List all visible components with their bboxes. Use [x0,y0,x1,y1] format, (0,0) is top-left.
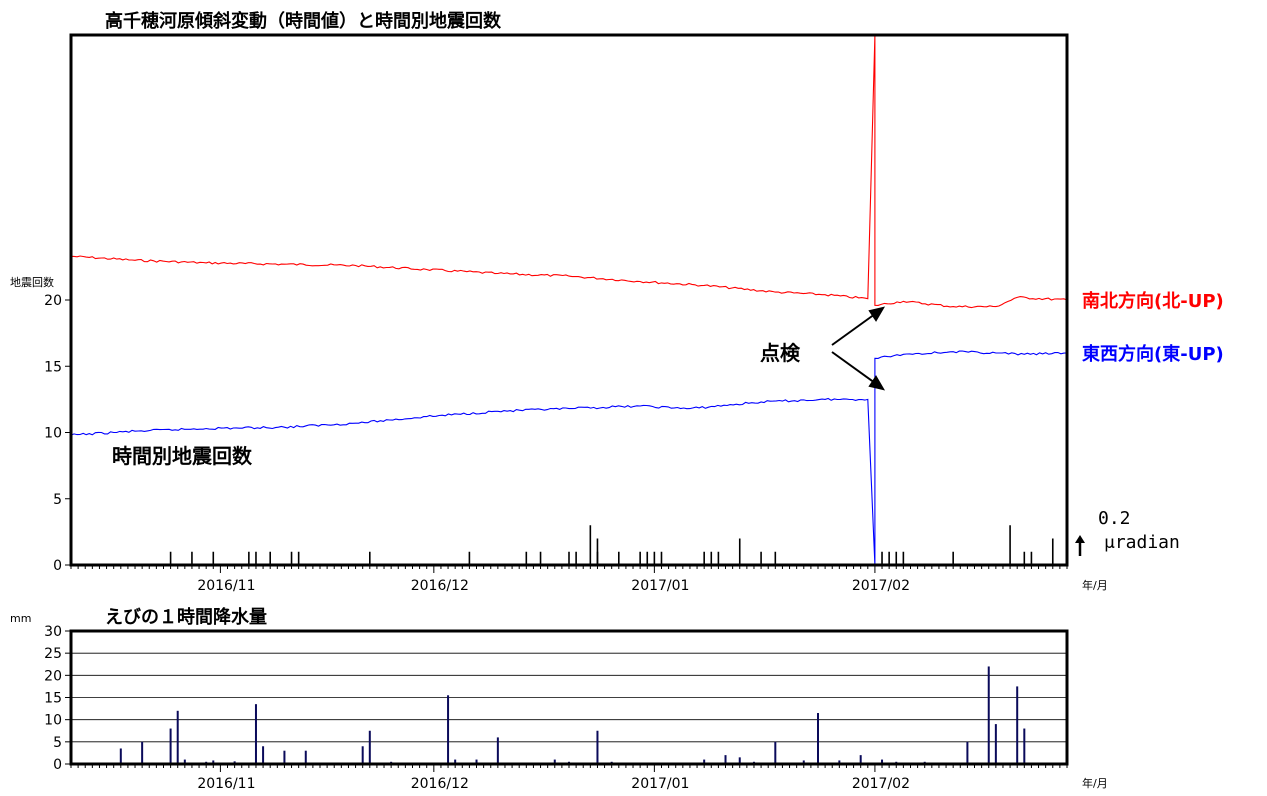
rainfall-bar [119,748,122,764]
bottom-y-tick-label: 20 [44,668,62,684]
bottom-chart-xlabel: 年/月 [1082,776,1108,790]
top-x-tick-label: 2016/12 [411,578,469,594]
rainfall-bar [1023,728,1026,764]
bottom-x-tick-label: 2017/01 [631,776,689,792]
rainfall-bar [368,730,371,764]
bottom-y-tick-label: 0 [53,757,62,773]
bottom-y-tick-label: 30 [44,624,62,640]
top-y-axis: 0 5 10 15 20 [44,293,71,574]
bottom-y-tick-label: 5 [53,735,62,751]
rainfall-bar [254,704,257,764]
rainfall-bar [169,728,172,764]
rainfall-bar [475,759,478,764]
rainfall-bar [596,730,599,764]
bottom-gridlines [71,652,1067,743]
top-y-tick-label: 0 [53,558,62,574]
rainfall-bar [553,759,556,764]
rainfall-bar [212,760,215,764]
rainfall-bar [774,741,777,764]
rainfall-bar [738,757,741,764]
rainfall-bar [966,741,969,764]
bottom-y-tick-label: 10 [44,713,62,729]
earthquake-count-bars [169,525,1054,565]
bottom-x-tick-label: 2017/02 [852,776,910,792]
rainfall-bar [496,737,499,764]
top-chart-xlabel: 年/月 [1082,578,1108,592]
rainfall-bars [119,666,1026,764]
rainfall-bar [987,666,990,764]
rainfall-bar [703,759,706,764]
tilt-series [70,34,1068,566]
rainfall-bar [802,760,805,764]
top-chart-title: 高千穂河原傾斜変動（時間値）と時間別地震回数 [105,10,502,32]
series-label-ns: 南北方向(北-UP) [1082,290,1224,312]
top-plot-frame [69,33,1069,567]
inspection-label: 点検 [760,341,801,365]
rainfall-bar [994,724,997,764]
rainfall-bar [838,760,841,764]
top-x-tick-label: 2016/11 [197,578,255,594]
rainfall-bar [361,746,364,764]
rainfall-bar [447,695,450,764]
rainfall-bar [283,750,286,764]
top-y-tick-label: 15 [44,359,62,375]
rainfall-bar [817,713,819,764]
bottom-plot-frame [69,629,1069,766]
rainfall-bar [262,746,265,764]
top-x-axis: 2016/11 2016/12 2017/01 2017/02 [70,565,1068,594]
top-y-tick-label: 5 [53,492,62,508]
rainfall-bar [881,759,884,764]
scale-value: 0.2 [1098,508,1131,529]
top-chart-ylabel: 地震回数 [10,276,54,289]
rainfall-bar [176,710,179,764]
tilt-line-0 [70,34,1068,309]
bottom-y-tick-label: 15 [44,691,62,707]
series-label-ew: 東西方向(東-UP) [1082,343,1224,365]
top-x-tick-label: 2017/02 [852,578,910,594]
top-x-tick-label: 2017/01 [631,578,689,594]
top-y-tick-label: 20 [44,293,62,309]
scale-unit: μradian [1104,532,1180,553]
rainfall-bar [454,759,457,764]
bottom-chart-title: えびの１時間降水量 [105,606,267,628]
bottom-x-tick-label: 2016/12 [411,776,469,792]
rainfall-bar [183,759,186,764]
rainfall-bar [859,755,862,764]
bottom-x-axis: 2016/11 2016/12 2017/01 2017/02 [70,764,1068,792]
rainfall-bar [724,755,727,764]
rainfall-bar [141,741,144,764]
earthquake-count-label: 時間別地震回数 [112,444,253,468]
rainfall-bar [1016,686,1019,764]
tilt-line-1 [70,350,1068,566]
bottom-x-tick-label: 2016/11 [197,776,255,792]
top-y-tick-label: 10 [44,426,62,442]
scale-arrow-icon [1075,535,1085,556]
bottom-y-tick-label: 25 [44,646,62,662]
bottom-y-axis: 0 5 10 15 20 25 30 [44,624,71,773]
inspection-arrows [831,306,886,391]
bottom-chart-ylabel: mm [10,612,31,625]
rainfall-bar [304,750,307,764]
